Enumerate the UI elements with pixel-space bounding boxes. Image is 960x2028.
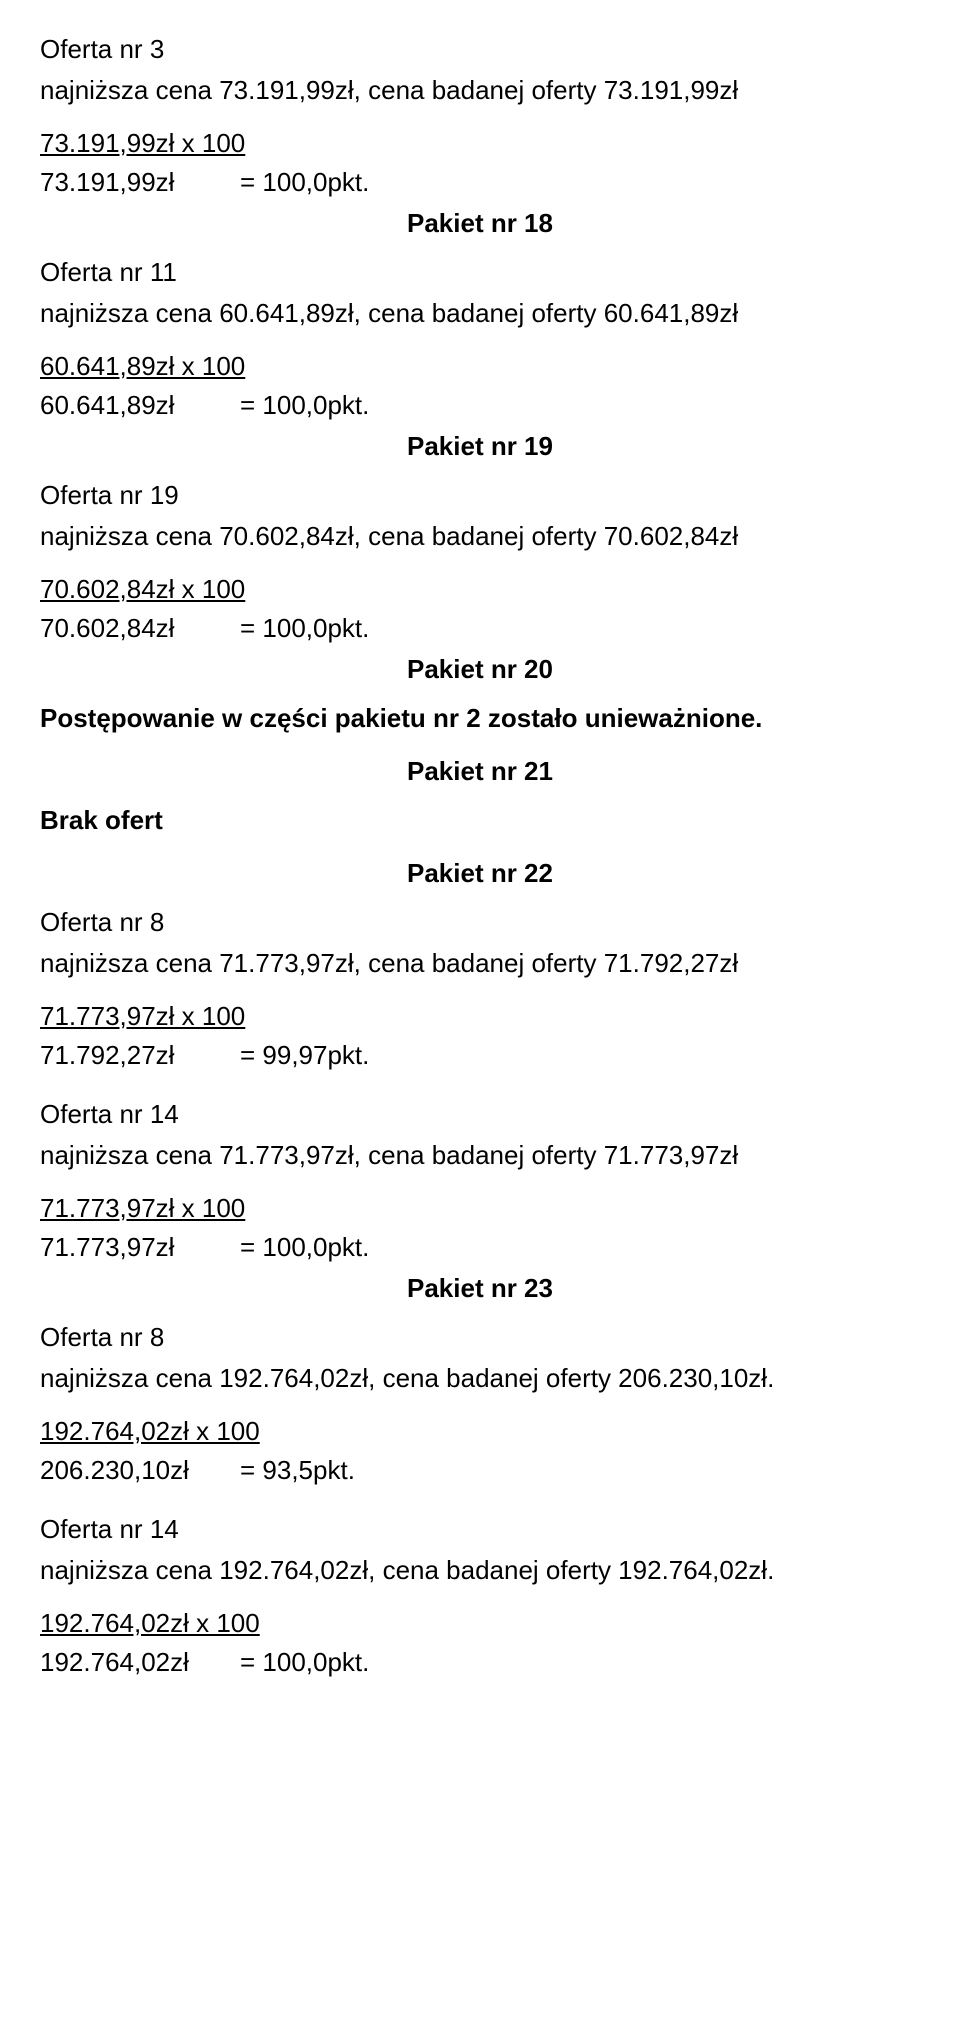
points-result: = 100,0pkt. xyxy=(240,609,369,648)
price-line: najniższa cena 73.191,99zł, cena badanej… xyxy=(40,71,920,110)
points-result: = 100,0pkt. xyxy=(240,1643,369,1682)
points-result: = 93,5pkt. xyxy=(240,1451,355,1490)
price-line: najniższa cena 71.773,97zł, cena badanej… xyxy=(40,1136,920,1175)
offer-heading: Oferta nr 14 xyxy=(40,1510,920,1549)
fraction-denominator: 206.230,10zł xyxy=(40,1451,240,1490)
fraction-denominator: 60.641,89zł xyxy=(40,386,240,425)
pakiet-heading: Pakiet nr 19 xyxy=(40,427,920,466)
fraction-row: 73.191,99zł = 100,0pkt. xyxy=(40,163,369,202)
pakiet-heading: Pakiet nr 23 xyxy=(40,1269,920,1308)
offer-heading: Oferta nr 8 xyxy=(40,903,920,942)
fraction-numerator: 192.764,02zł x 100 xyxy=(40,1604,920,1643)
price-line: najniższa cena 192.764,02zł, cena badane… xyxy=(40,1551,920,1590)
fraction-numerator: 70.602,84zł x 100 xyxy=(40,570,920,609)
points-result: = 100,0pkt. xyxy=(240,1228,369,1267)
fraction-row: 71.792,27zł = 99,97pkt. xyxy=(40,1036,369,1075)
no-offers: Brak ofert xyxy=(40,801,920,840)
price-line: najniższa cena 70.602,84zł, cena badanej… xyxy=(40,517,920,556)
fraction-denominator: 70.602,84zł xyxy=(40,609,240,648)
offer-heading: Oferta nr 11 xyxy=(40,253,920,292)
fraction-numerator: 60.641,89zł x 100 xyxy=(40,347,920,386)
fraction-numerator: 71.773,97zł x 100 xyxy=(40,1189,920,1228)
fraction-numerator: 73.191,99zł x 100 xyxy=(40,124,920,163)
pakiet-heading: Pakiet nr 22 xyxy=(40,854,920,893)
fraction-denominator: 71.773,97zł xyxy=(40,1228,240,1267)
points-result: = 99,97pkt. xyxy=(240,1036,369,1075)
document-page: Oferta nr 3 najniższa cena 73.191,99zł, … xyxy=(0,0,960,2028)
price-line: najniższa cena 192.764,02zł, cena badane… xyxy=(40,1359,920,1398)
offer-heading: Oferta nr 19 xyxy=(40,476,920,515)
price-line: najniższa cena 71.773,97zł, cena badanej… xyxy=(40,944,920,983)
pakiet-heading: Pakiet nr 18 xyxy=(40,204,920,243)
annulment-notice: Postępowanie w części pakietu nr 2 zosta… xyxy=(40,699,920,738)
points-result: = 100,0pkt. xyxy=(240,163,369,202)
fraction-denominator: 71.792,27zł xyxy=(40,1036,240,1075)
pakiet-heading: Pakiet nr 21 xyxy=(40,752,920,791)
fraction-row: 60.641,89zł = 100,0pkt. xyxy=(40,386,369,425)
fraction-denominator: 192.764,02zł xyxy=(40,1643,240,1682)
fraction-row: 70.602,84zł = 100,0pkt. xyxy=(40,609,369,648)
pakiet-heading: Pakiet nr 20 xyxy=(40,650,920,689)
fraction-numerator: 192.764,02zł x 100 xyxy=(40,1412,920,1451)
fraction-numerator: 71.773,97zł x 100 xyxy=(40,997,920,1036)
fraction-denominator: 73.191,99zł xyxy=(40,163,240,202)
offer-heading: Oferta nr 8 xyxy=(40,1318,920,1357)
fraction-row: 206.230,10zł = 93,5pkt. xyxy=(40,1451,355,1490)
price-line: najniższa cena 60.641,89zł, cena badanej… xyxy=(40,294,920,333)
offer-heading: Oferta nr 14 xyxy=(40,1095,920,1134)
fraction-row: 71.773,97zł = 100,0pkt. xyxy=(40,1228,369,1267)
points-result: = 100,0pkt. xyxy=(240,386,369,425)
fraction-row: 192.764,02zł = 100,0pkt. xyxy=(40,1643,369,1682)
offer-heading: Oferta nr 3 xyxy=(40,30,920,69)
